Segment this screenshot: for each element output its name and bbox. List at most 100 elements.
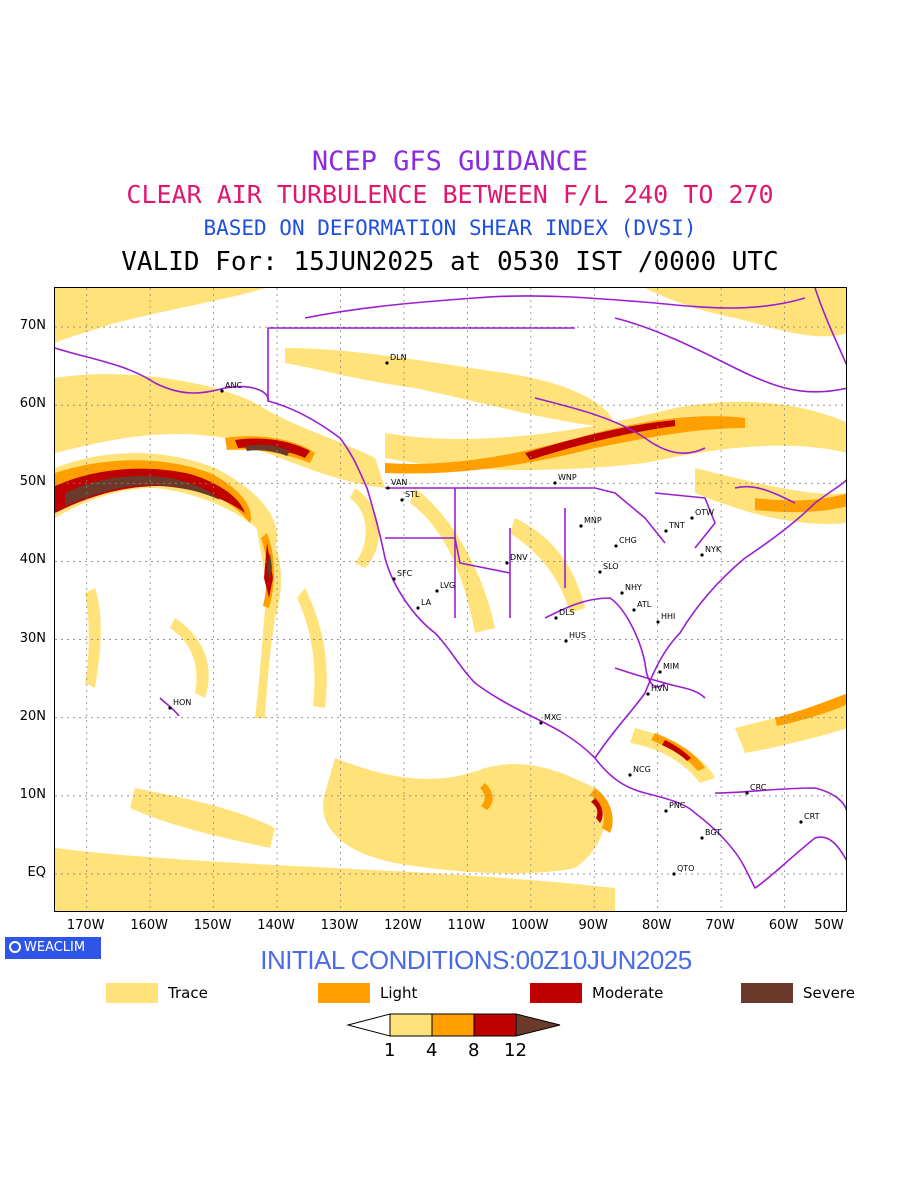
station-label: LA bbox=[421, 598, 432, 607]
longitude-label: 90W bbox=[578, 918, 608, 933]
map-canvas: ANC DLN VAN STL WNP MNP OTW TNT NYK CHG SFC DNV SLO L… bbox=[55, 288, 846, 911]
station-dot bbox=[646, 692, 650, 696]
title-model: NCEP GFS GUIDANCE bbox=[311, 146, 589, 177]
station-dot bbox=[745, 791, 749, 795]
station-label: VAN bbox=[391, 478, 407, 487]
colorbar-tick-label: 8 bbox=[468, 1040, 480, 1061]
station-label: BGT bbox=[705, 828, 721, 837]
latitude-label: 30N bbox=[19, 630, 46, 646]
station-label: SFC bbox=[397, 569, 413, 578]
station-dot bbox=[628, 773, 632, 777]
longitude-label: 140W bbox=[257, 918, 295, 933]
legend-swatch bbox=[741, 983, 793, 1003]
station-dot bbox=[539, 721, 543, 725]
station-dot bbox=[658, 670, 662, 674]
colorbar-tick-label: 1 bbox=[384, 1040, 396, 1061]
title-valid-time: VALID For: 15JUN2025 at 0530 IST /0000 U… bbox=[121, 247, 779, 277]
station-label: STL bbox=[405, 490, 420, 499]
latitude-label: 10N bbox=[19, 786, 46, 802]
colorbar-upper-arrow bbox=[515, 1013, 561, 1037]
station-dot bbox=[579, 524, 583, 528]
station-label: CRC bbox=[750, 783, 767, 792]
station-label: QTO bbox=[677, 864, 694, 873]
station-label: SLO bbox=[603, 562, 619, 571]
longitude-label: 120W bbox=[384, 918, 422, 933]
station-label: OTW bbox=[695, 508, 714, 517]
station-dot bbox=[620, 591, 624, 595]
latitude-label: 20N bbox=[19, 708, 46, 724]
station-label: DNV bbox=[510, 553, 528, 562]
colorbar-segment bbox=[473, 1013, 517, 1037]
colorbar-segment bbox=[431, 1013, 475, 1037]
title-product: CLEAR AIR TURBULENCE BETWEEN F/L 240 TO … bbox=[126, 180, 774, 209]
title-method: BASED ON DEFORMATION SHEAR INDEX (DVSI) bbox=[203, 216, 697, 240]
station-label: CHG bbox=[619, 536, 637, 545]
legend-swatch bbox=[318, 983, 370, 1003]
station-label: MIM bbox=[663, 662, 679, 671]
station-dot bbox=[564, 639, 568, 643]
colorbar-tick-label: 4 bbox=[426, 1040, 438, 1061]
station-dot bbox=[220, 389, 224, 393]
station-markers: ANC DLN VAN STL WNP MNP OTW TNT NYK CHG SFC DNV SLO L… bbox=[168, 353, 820, 876]
station-dot bbox=[799, 820, 803, 824]
longitude-label: 100W bbox=[510, 918, 549, 933]
station-label: HHI bbox=[661, 612, 675, 621]
station-label: TNT bbox=[668, 521, 685, 530]
station-label: HON bbox=[173, 698, 191, 707]
station-label: ANC bbox=[225, 381, 242, 390]
longitude-label: 70W bbox=[705, 918, 735, 933]
station-dot bbox=[700, 836, 704, 840]
station-label: DLS bbox=[559, 608, 575, 617]
weaclim-badge: WEACLIM bbox=[5, 937, 101, 959]
station-label: MXC bbox=[544, 713, 562, 722]
station-dot bbox=[400, 498, 404, 502]
legend-swatch bbox=[530, 983, 582, 1003]
legend-label: Moderate bbox=[592, 984, 664, 1002]
station-label: LVG bbox=[440, 581, 455, 590]
station-dot bbox=[554, 616, 558, 620]
station-dot bbox=[505, 561, 509, 565]
legend-label: Severe bbox=[803, 984, 855, 1002]
longitude-label: 80W bbox=[641, 918, 672, 933]
station-dot bbox=[392, 577, 396, 581]
station-dot bbox=[435, 589, 439, 593]
station-dot bbox=[690, 516, 694, 520]
station-dot bbox=[672, 872, 676, 876]
legend-label: Trace bbox=[168, 984, 208, 1002]
longitude-label: 110W bbox=[447, 918, 486, 933]
latitude-label: 60N bbox=[19, 396, 46, 412]
station-dot bbox=[598, 570, 602, 574]
legend-swatch bbox=[106, 983, 158, 1003]
colorbar-segment bbox=[389, 1013, 433, 1037]
station-dot bbox=[168, 706, 172, 710]
turbulence-map: ANC DLN VAN STL WNP MNP OTW TNT NYK CHG SFC DNV SLO L… bbox=[54, 287, 847, 912]
station-dot bbox=[553, 481, 557, 485]
longitude-label: 50W bbox=[814, 918, 844, 933]
station-label: NCG bbox=[633, 765, 651, 774]
weaclim-label: WEACLIM bbox=[24, 940, 86, 955]
station-dot bbox=[664, 809, 668, 813]
station-dot bbox=[614, 544, 618, 548]
station-dot bbox=[386, 486, 390, 490]
station-label: CRT bbox=[804, 812, 820, 821]
station-dot bbox=[385, 361, 389, 365]
station-label: MNP bbox=[584, 516, 602, 525]
station-dot bbox=[700, 553, 704, 557]
colorbar-tick-label: 12 bbox=[504, 1040, 527, 1061]
station-label: ATL bbox=[637, 600, 652, 609]
longitude-label: 60W bbox=[768, 918, 799, 933]
station-dot bbox=[664, 529, 668, 533]
weaclim-logo-icon bbox=[9, 940, 21, 953]
initial-conditions: INITIAL CONDITIONS:00Z10JUN2025 bbox=[260, 945, 692, 975]
station-dot bbox=[632, 608, 636, 612]
station-label: HVN bbox=[651, 684, 668, 693]
station-label: NHY bbox=[625, 583, 642, 592]
coastlines bbox=[55, 288, 846, 889]
station-dot bbox=[416, 606, 420, 610]
station-label: NYK bbox=[705, 545, 722, 554]
trace-areas bbox=[55, 288, 846, 911]
station-label: WNP bbox=[558, 473, 577, 482]
station-label: HUS bbox=[569, 631, 586, 640]
longitude-label: 160W bbox=[130, 918, 168, 933]
colorbar bbox=[346, 1013, 561, 1037]
